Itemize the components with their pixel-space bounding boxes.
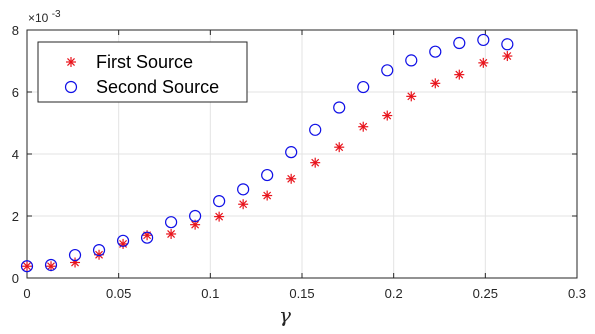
second-source-point	[309, 123, 322, 136]
second-source-point	[429, 45, 442, 58]
second-source-point	[213, 195, 226, 208]
second-source-point	[68, 248, 82, 262]
x-tick-label: 0.25	[473, 286, 498, 301]
x-tick-label: 0.2	[385, 286, 403, 301]
second-source-point	[381, 64, 394, 77]
first-source-point	[502, 51, 513, 62]
first-source-point	[406, 91, 417, 102]
legend-label-first-source: First Source	[96, 52, 193, 72]
second-source-point	[285, 146, 298, 159]
second-source-point	[165, 216, 178, 229]
y-tick-label: 6	[12, 85, 19, 100]
legend-circle-marker	[64, 80, 78, 94]
y-tick-label: 2	[12, 209, 19, 224]
first-source-point	[382, 110, 393, 121]
tick-labels: 0 0.05 0.1 0.15 0.2 0.25 0.3 0 2 4 6 8	[12, 23, 586, 301]
y-multiplier-base: ×10	[28, 11, 49, 25]
legend-label-second-source: Second Source	[96, 77, 219, 97]
first-source-point	[334, 142, 345, 153]
first-source-point	[118, 238, 129, 249]
second-source-point	[140, 231, 154, 244]
axes	[26, 29, 578, 279]
first-source-point	[214, 211, 225, 222]
second-source-point	[116, 234, 130, 247]
legend-asterisk-marker	[66, 57, 76, 67]
first-source-point	[358, 121, 369, 132]
first-source-point	[478, 57, 489, 68]
y-tick-label: 0	[12, 271, 19, 286]
second-source-point	[20, 260, 34, 273]
y-tick-label: 8	[12, 23, 19, 38]
x-tick-label: 0	[23, 286, 30, 301]
second-source-point	[405, 54, 418, 67]
first-source-point	[190, 219, 201, 230]
second-source-point	[261, 168, 274, 182]
second-source-point	[501, 38, 514, 51]
first-source-point	[430, 78, 441, 89]
x-tick-label: 0.05	[106, 286, 131, 301]
legend-marker-first-source	[66, 57, 76, 67]
second-source-point	[189, 209, 202, 223]
y-tick-label: 4	[12, 147, 19, 162]
x-tick-label: 0.1	[201, 286, 219, 301]
legend: First Source Second Source	[37, 41, 248, 103]
first-source-point	[166, 228, 177, 239]
second-source-point	[237, 183, 250, 196]
x-axis-label: γ	[279, 303, 291, 327]
first-source-point	[22, 261, 32, 272]
first-source-point	[286, 173, 297, 184]
x-tick-label: 0.15	[289, 286, 314, 301]
second-source-point	[477, 33, 490, 47]
x-tick-label: 0.3	[568, 286, 586, 301]
first-source-point	[46, 261, 57, 272]
data-points	[20, 33, 514, 273]
first-source-point	[454, 69, 465, 80]
y-axis-multiplier: ×10 -3	[28, 9, 61, 25]
second-source-point	[357, 80, 370, 94]
y-multiplier-exponent: -3	[52, 9, 61, 20]
first-source-point	[238, 199, 249, 210]
first-source-point	[262, 190, 273, 201]
legend-marker-second-source	[64, 80, 78, 94]
second-source-point	[92, 244, 106, 257]
second-source-point	[333, 101, 346, 114]
second-source-point	[453, 36, 466, 50]
first-source-point	[310, 157, 321, 168]
second-source-point	[44, 258, 58, 272]
